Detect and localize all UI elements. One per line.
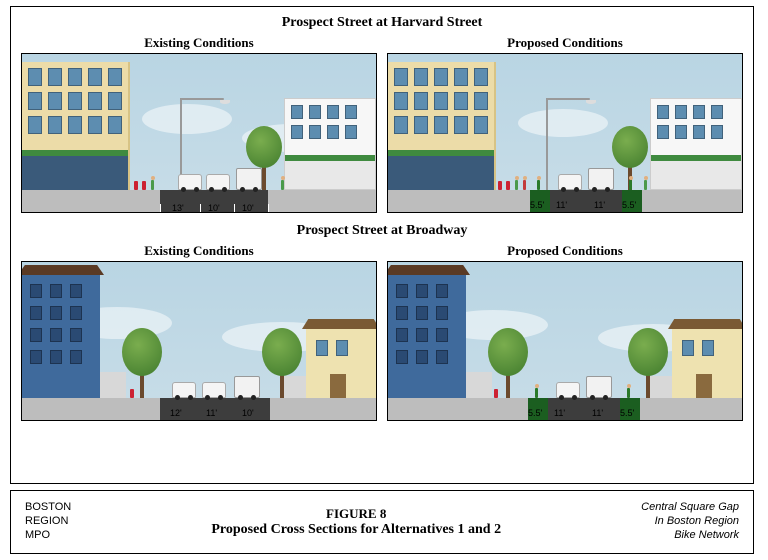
cross-section: 5.5' 11' 11' 5.5': [387, 53, 743, 213]
panel-title: Existing Conditions: [21, 35, 377, 51]
panel-harvard-proposed: Proposed Conditions: [387, 35, 743, 213]
row-harvard: Existing Conditions: [21, 35, 743, 213]
cyclist-icon: [536, 176, 541, 190]
lane-width: 11': [556, 200, 567, 210]
footer-title: FIGURE 8 Proposed Cross Sections for Alt…: [211, 506, 501, 538]
project-line: Bike Network: [641, 529, 739, 543]
section-title-2: Prospect Street at Broadway: [21, 223, 743, 239]
lane-width: 10': [208, 203, 220, 213]
project-line: In Boston Region: [641, 515, 739, 529]
panel-title: Proposed Conditions: [387, 35, 743, 51]
footer-org: BOSTON REGION MPO: [25, 501, 71, 542]
building-right: [284, 98, 376, 190]
lane-width: 11': [592, 408, 603, 418]
project-line: Central Square Gap: [641, 501, 739, 515]
section-title-1: Prospect Street at Harvard Street: [21, 15, 743, 31]
hydrant-icon: [134, 181, 138, 190]
panel-broadway-existing: Existing Conditions: [21, 243, 377, 421]
lane-width: 5.5': [620, 408, 634, 418]
footer-project: Central Square Gap In Boston Region Bike…: [641, 501, 739, 542]
building-left: [22, 62, 130, 190]
org-line: REGION: [25, 515, 71, 529]
org-line: MPO: [25, 529, 71, 543]
lane-width: 5.5': [528, 408, 542, 418]
cross-section: 5.5' 11' 11' 5.5': [387, 261, 743, 421]
cross-section: 12' 11' 10': [21, 261, 377, 421]
panel-title: Proposed Conditions: [387, 243, 743, 259]
lane-width: 11': [594, 200, 605, 210]
page: Prospect Street at Harvard Street Existi…: [0, 0, 768, 560]
lane-width: 10': [242, 203, 254, 213]
panel-harvard-existing: Existing Conditions: [21, 35, 377, 213]
car-icon: [178, 174, 202, 190]
row-broadway: Existing Conditions: [21, 243, 743, 421]
lane-width: 5.5': [530, 200, 544, 210]
building-right: [306, 328, 376, 398]
lane-width: 5.5': [622, 200, 636, 210]
panel-title: Existing Conditions: [21, 243, 377, 259]
org-line: BOSTON: [25, 501, 71, 515]
building-left: [22, 274, 100, 398]
lane-width: 12': [170, 408, 182, 418]
bus-icon: [236, 168, 262, 190]
footer: BOSTON REGION MPO FIGURE 8 Proposed Cros…: [10, 490, 754, 554]
figure-title: Proposed Cross Sections for Alternatives…: [211, 522, 501, 538]
figure-number: FIGURE 8: [211, 506, 501, 522]
pedestrian-icon: [150, 176, 155, 190]
lane-width: 11': [554, 408, 565, 418]
main-frame: Prospect Street at Harvard Street Existi…: [10, 6, 754, 484]
lane-width: 11': [206, 408, 217, 418]
cross-section: 13' 10' 10': [21, 53, 377, 213]
lane-width: 13': [172, 203, 184, 213]
lane-width: 10': [242, 408, 254, 418]
panel-broadway-proposed: Proposed Conditions: [387, 243, 743, 421]
